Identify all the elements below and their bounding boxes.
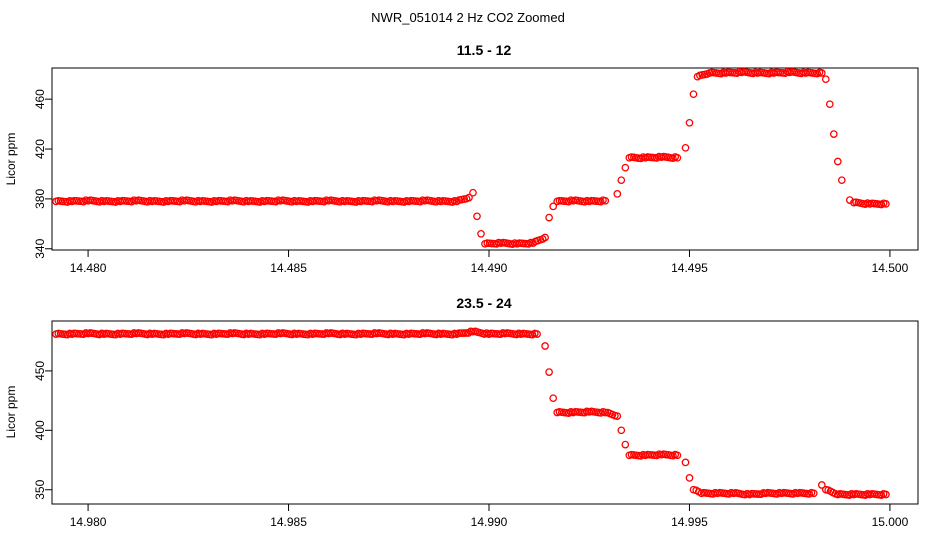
top-panel: 11.5 - 12 14.480 14.485 14.490 14.495 14.500… [4, 42, 919, 275]
bottom-panel-title: 23.5 - 24 [456, 295, 511, 311]
top-y-axis: 340 380 420 460 [33, 89, 52, 259]
top-y-axis-label: Licor ppm [4, 133, 18, 186]
bottom-data-point [613, 412, 622, 420]
bottom-data-point [621, 440, 630, 449]
top-data-point [465, 193, 473, 202]
top-y-tick-label: 420 [33, 139, 47, 159]
top-data-point [829, 130, 838, 138]
top-data-points [52, 67, 890, 249]
bottom-panel: 23.5 - 24 14.980 14.985 14.990 14.995 15.000… [4, 295, 919, 529]
bottom-data-point [459, 329, 468, 337]
top-y-tick-label: 380 [33, 189, 47, 209]
top-x-tick-label: 14.480 [70, 261, 107, 275]
top-data-point [469, 188, 477, 197]
top-data-point [549, 202, 558, 211]
bottom-y-tick-label: 450 [33, 361, 47, 381]
top-data-point [825, 100, 834, 109]
top-data-point [613, 190, 622, 198]
bottom-data-point [462, 329, 470, 337]
bottom-data-point [533, 330, 541, 338]
bottom-x-tick-label: 14.985 [270, 515, 307, 529]
top-x-tick-label: 14.485 [270, 261, 307, 275]
bottom-data-point [809, 489, 818, 498]
bottom-x-tick-label: 14.995 [671, 515, 708, 529]
top-data-point [817, 69, 826, 77]
bottom-y-tick-label: 400 [33, 420, 47, 440]
bottom-data-point [549, 394, 558, 403]
top-data-point [617, 176, 626, 185]
bottom-data-point [752, 490, 761, 498]
top-x-tick-label: 14.490 [471, 261, 508, 275]
top-x-axis: 14.480 14.485 14.490 14.495 14.500 [70, 250, 909, 275]
top-data-point [681, 143, 690, 152]
bottom-y-tick-label: 350 [33, 479, 47, 499]
bottom-plot-frame [51, 320, 919, 505]
bottom-y-axis: 350 400 450 [33, 361, 52, 500]
top-data-point [673, 153, 682, 162]
top-panel-title: 11.5 - 12 [457, 42, 512, 58]
bottom-data-point [685, 474, 694, 482]
top-y-tick-label: 460 [33, 89, 47, 109]
bottom-x-axis: 14.980 14.985 14.990 14.995 15.000 [70, 504, 909, 529]
top-data-point [689, 90, 698, 99]
top-data-point [621, 163, 630, 172]
top-data-point [821, 75, 830, 84]
top-data-point [833, 157, 842, 166]
top-plot-frame [51, 67, 919, 251]
top-y-tick-label: 340 [33, 238, 47, 258]
bottom-y-axis-label: Licor ppm [4, 386, 18, 439]
bottom-x-tick-label: 15.000 [872, 515, 909, 529]
top-data-point [882, 200, 890, 208]
top-data-point [473, 212, 481, 221]
top-data-point [541, 233, 549, 242]
bottom-data-point [882, 490, 890, 499]
figure-title: NWR_051014 2 Hz CO2 Zoomed [371, 10, 565, 25]
bottom-data-point [673, 451, 682, 460]
bottom-x-tick-label: 14.990 [471, 515, 508, 529]
bottom-data-point [545, 368, 553, 376]
bottom-data-point [681, 458, 690, 467]
top-x-tick-label: 14.500 [872, 261, 909, 275]
top-data-point [477, 229, 485, 238]
bottom-data-point [617, 426, 626, 435]
top-data-point [601, 196, 610, 205]
bottom-x-tick-label: 14.980 [70, 515, 107, 529]
bottom-data-points [52, 327, 890, 499]
bottom-data-point [601, 408, 610, 417]
top-data-point [545, 213, 553, 222]
top-x-tick-label: 14.495 [671, 261, 708, 275]
top-data-point [685, 118, 694, 127]
bottom-data-point [541, 342, 549, 350]
bottom-data-point [817, 481, 826, 489]
top-data-point [837, 176, 846, 185]
